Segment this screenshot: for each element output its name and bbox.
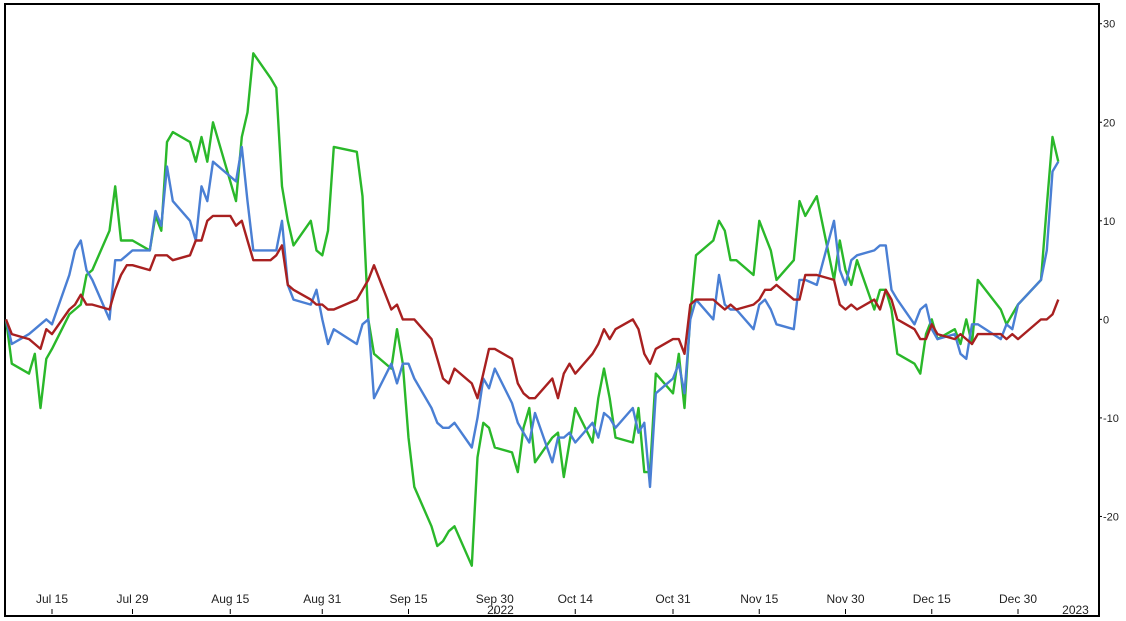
y-tick-label: 10: [1103, 216, 1115, 228]
y-tick-label: -10: [1103, 413, 1119, 425]
x-axis: Jul 15 Jul 29 Aug 15 Aug 31 Sep 15 Sep 30 Oct …: [36, 592, 1089, 617]
series-line-1: [4, 52, 1060, 567]
x-tick-label: Oct 31: [655, 592, 691, 606]
x-tick-label: Dec 30: [999, 592, 1037, 606]
x-tick-label: Oct 14: [558, 592, 594, 606]
y-tick-label: -20: [1103, 511, 1119, 523]
x-tick-label: Nov 30: [826, 592, 864, 606]
y-tick-label: 0: [1103, 314, 1109, 326]
x-tick-label: Aug 15: [211, 592, 249, 606]
x-tick-label: Aug 31: [303, 592, 341, 606]
x-tick-label: Dec 15: [913, 592, 951, 606]
x-year-label: 2022: [487, 603, 514, 617]
series-layer: [4, 52, 1060, 567]
x-tick-label: Sep 30: [476, 592, 514, 606]
y-tick-label: 20: [1103, 117, 1115, 129]
y-tick-label: 30: [1103, 19, 1115, 31]
series-line-3: [4, 214, 1060, 400]
x-tick-label: Sep 15: [389, 592, 427, 606]
x-tick-label: Jul 15: [36, 592, 68, 606]
x-year-label: 2023: [1062, 603, 1089, 617]
y-axis: 30 20 10 0 -10 -20: [1098, 19, 1119, 596]
x-tick-label: Jul 29: [116, 592, 148, 606]
series-line-2: [4, 145, 1060, 489]
plot-frame: [4, 3, 1100, 617]
x-tick-label: Nov 15: [740, 592, 778, 606]
